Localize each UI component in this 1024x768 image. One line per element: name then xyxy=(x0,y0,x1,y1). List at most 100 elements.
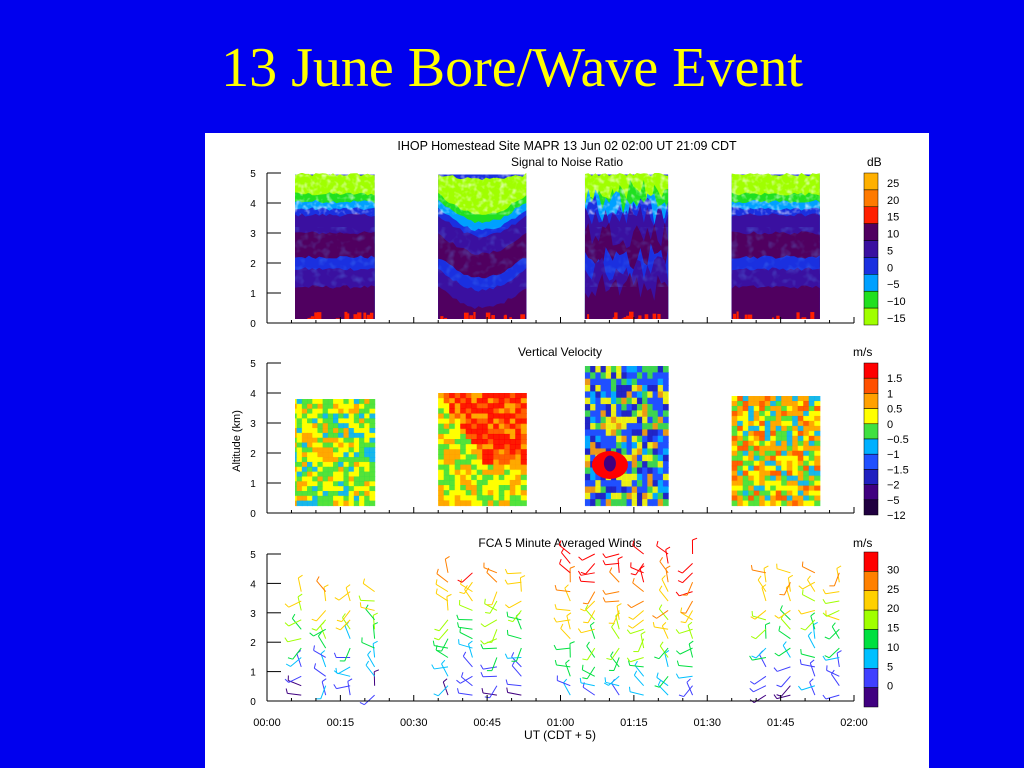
vv-cell xyxy=(626,461,633,469)
vv-cell xyxy=(631,442,638,450)
vv-cell xyxy=(770,460,777,467)
wind-barb-staff xyxy=(581,628,595,634)
wind-barb-flag xyxy=(563,678,568,684)
vv-cell xyxy=(600,366,607,373)
vv-cell xyxy=(610,480,617,488)
vv-cell xyxy=(460,485,467,491)
vv-cell xyxy=(652,385,659,392)
vv-cell xyxy=(307,403,313,410)
vv-cell xyxy=(443,433,450,440)
vv-cell xyxy=(498,418,505,425)
vv-cell xyxy=(610,442,617,450)
vv-cell xyxy=(460,454,467,461)
vv-cell xyxy=(652,423,659,431)
vv-cell xyxy=(343,423,350,429)
vv-cell xyxy=(759,450,766,457)
vv-cell xyxy=(731,445,738,452)
vv-cell xyxy=(369,442,376,449)
vv-cell xyxy=(504,449,511,455)
vv-cell xyxy=(369,476,376,482)
wind-barb-flag xyxy=(798,685,802,691)
vv-cell xyxy=(647,499,654,507)
vv-cell xyxy=(636,454,643,462)
vv-cell xyxy=(814,405,821,412)
vv-cell xyxy=(454,459,461,466)
vv-cell xyxy=(348,471,355,478)
wind-barb-flag xyxy=(603,682,609,686)
wind-colorbar-swatch xyxy=(863,551,879,572)
vv-cell xyxy=(610,486,617,494)
vv-cell xyxy=(610,372,617,380)
vv-cell xyxy=(647,378,654,386)
wind-barb-flag xyxy=(688,640,694,645)
vv-cell xyxy=(781,445,788,452)
vv-cell xyxy=(317,399,324,405)
wind-barb-flag xyxy=(677,570,683,574)
wind-barb-flag xyxy=(807,631,812,637)
vv-cell xyxy=(610,404,617,411)
wind-barb-flag xyxy=(822,589,826,594)
vv-cell xyxy=(301,495,308,502)
vv-cell xyxy=(803,430,810,437)
vv-cell xyxy=(520,469,527,476)
wind-barb-flag xyxy=(686,678,691,683)
vv-cell xyxy=(471,495,478,501)
vv-cell xyxy=(449,464,456,471)
snr-ground-return xyxy=(796,312,800,319)
vv-cell xyxy=(359,490,365,497)
wind-barb-staff xyxy=(632,544,644,555)
wind-barb-flag xyxy=(284,678,290,683)
vv-cell xyxy=(348,461,355,468)
vv-cell xyxy=(515,500,522,507)
vv-cell xyxy=(616,391,622,399)
vv-cell xyxy=(295,500,298,507)
vv-cell xyxy=(590,385,596,392)
vv-cell xyxy=(322,486,329,492)
vv-cell xyxy=(333,413,339,419)
vv-cell xyxy=(498,495,505,501)
vv-cell xyxy=(647,473,654,481)
vv-cell xyxy=(742,440,749,447)
wind-barb-staff xyxy=(317,635,327,649)
vv-cell xyxy=(515,454,522,461)
vv-cell xyxy=(584,442,591,450)
vv-cell xyxy=(737,396,744,402)
vv-cell xyxy=(449,495,456,501)
vv-cell xyxy=(642,429,648,437)
y-tick-label: 1 xyxy=(250,479,256,490)
wind-barb-staff xyxy=(372,615,376,630)
vv-cell xyxy=(515,469,522,476)
wind-barb-staff xyxy=(360,606,375,611)
vv-cell xyxy=(753,445,760,452)
wind-barb-flag xyxy=(640,631,646,635)
vv-cell xyxy=(301,437,308,444)
vv-cell xyxy=(595,492,602,500)
wind-barb-staff xyxy=(486,572,498,583)
vv-cell xyxy=(498,449,505,455)
wind-barb-staff xyxy=(683,685,693,697)
vv-cell xyxy=(482,418,489,425)
wind-barb-flag xyxy=(480,664,484,670)
vv-cell xyxy=(626,454,633,462)
vv-cell xyxy=(307,418,313,424)
vv-cell xyxy=(471,433,478,440)
wind-barb-flag xyxy=(659,641,664,647)
vv-cell xyxy=(515,479,522,486)
vv-cell xyxy=(642,404,648,411)
vv-cell xyxy=(471,439,478,445)
vv-heatmap-panel xyxy=(295,366,821,507)
vv-cell xyxy=(322,500,329,507)
vv-cell xyxy=(317,413,324,419)
vv-cell xyxy=(731,495,738,502)
vv-cell xyxy=(296,495,303,502)
vv-cell xyxy=(662,492,669,500)
vv-cell xyxy=(515,464,522,471)
vv-cell xyxy=(600,378,607,386)
vv-cell xyxy=(731,500,738,507)
vv-cell xyxy=(322,403,329,410)
wind-barb-flag xyxy=(365,660,370,666)
wind-barb-staff xyxy=(360,599,375,602)
vv-cell xyxy=(327,437,334,444)
vv-cell xyxy=(333,481,339,487)
vv-cell xyxy=(504,495,511,501)
